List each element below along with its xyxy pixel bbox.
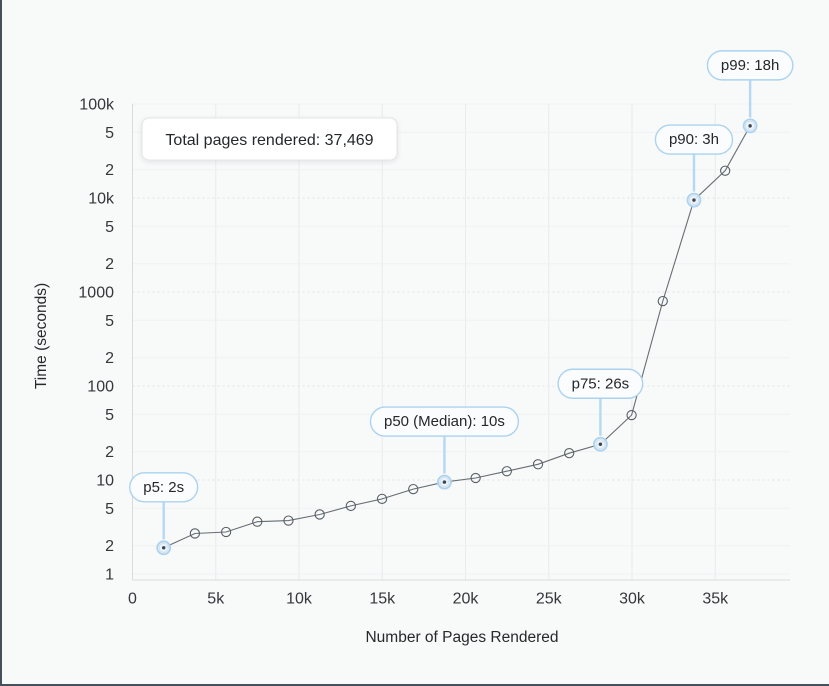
callout-point-dot	[598, 442, 603, 446]
annotation-layer: Total pages rendered: 37,469	[141, 117, 398, 161]
y-tick-label: 2	[105, 350, 114, 367]
callout-label: p90: 3h	[669, 131, 719, 148]
callout-point-dot	[161, 546, 166, 550]
grid-layer	[132, 103, 790, 580]
callout-label: p50 (Median): 10s	[384, 413, 505, 430]
callout-pill	[706, 50, 794, 81]
y-tick-label: 1000	[78, 285, 114, 302]
x-axis-title: Number of Pages Rendered	[365, 629, 558, 646]
window-bottom-border	[0, 684, 829, 686]
callout-point-dot	[442, 480, 447, 484]
data-point-marker	[376, 493, 388, 505]
callout-point-dot	[692, 198, 696, 202]
callout-point-dot	[748, 124, 752, 128]
y-tick-label: 2	[105, 162, 114, 179]
y-tick-label: 5	[105, 407, 114, 424]
data-point-marker	[408, 483, 419, 495]
data-point-marker	[283, 515, 294, 526]
data-point-marker	[470, 472, 481, 484]
callout-layer: p5: 2s p50 (Median): 10s p75: 26s p90: 3h p9…	[129, 50, 794, 556]
callout-pill	[557, 368, 644, 399]
y-tick-label: 5	[105, 219, 114, 236]
series-layer	[158, 120, 756, 553]
y-tick-label: 5	[105, 125, 114, 142]
data-point-marker	[314, 509, 325, 520]
y-axis-title: Time (seconds)	[33, 283, 50, 389]
x-tick-label: 25k	[536, 591, 563, 608]
callout-pill	[369, 406, 520, 437]
y-tick-label: 10	[96, 473, 114, 490]
data-point-marker	[720, 165, 731, 176]
window-left-border	[0, 0, 2, 686]
data-point-marker	[564, 448, 575, 459]
axis-layer: 0 5k 10k 15k 20k 25k 30k 35k 1 2 5 10 2 5 100 2 5 1000 2 5 1…	[78, 97, 790, 608]
series-line	[163, 125, 751, 549]
x-tick-label: 15k	[369, 591, 396, 608]
data-point-marker	[220, 526, 232, 538]
y-tick-label: 2	[105, 444, 114, 461]
data-point-marker	[501, 466, 512, 477]
y-tick-label: 1	[105, 567, 114, 584]
data-point-marker	[532, 459, 544, 470]
callout-label: p99: 18h	[721, 57, 779, 74]
callout-pill	[129, 472, 199, 503]
data-point-marker	[626, 409, 637, 421]
x-tick-label: 35k	[702, 591, 729, 608]
y-tick-label: 2	[105, 256, 114, 273]
x-tick-label: 5k	[207, 591, 225, 608]
data-point-marker	[252, 516, 263, 527]
y-tick-label: 2	[105, 538, 114, 555]
data-point-marker	[657, 295, 668, 307]
x-tick-label: 30k	[619, 591, 646, 608]
y-tick-label: 5	[105, 313, 114, 330]
callout-label: p5: 2s	[143, 479, 184, 496]
x-tick-label: 0	[128, 591, 137, 608]
y-tick-label: 100	[87, 379, 114, 396]
x-tick-label: 10k	[286, 591, 313, 608]
data-point-marker	[345, 500, 356, 512]
x-tick-label: 20k	[453, 591, 480, 608]
callout-pill	[654, 124, 734, 155]
y-tick-label: 100k	[79, 97, 115, 114]
y-tick-label: 10k	[88, 191, 115, 208]
callout-label: p75: 26s	[572, 375, 630, 392]
total-pages-annotation-text: Total pages rendered: 37,469	[165, 132, 373, 149]
data-point-marker	[189, 528, 201, 539]
total-pages-annotation-box	[141, 117, 398, 161]
y-tick-label: 5	[105, 501, 114, 518]
